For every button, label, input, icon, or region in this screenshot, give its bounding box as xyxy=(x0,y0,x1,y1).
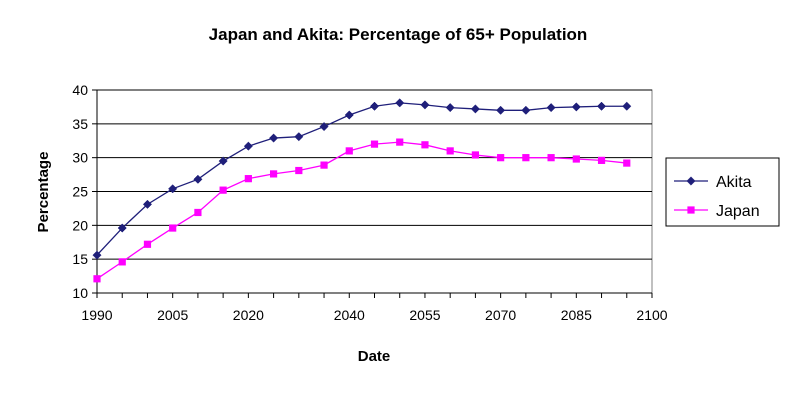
y-axis-ticks: 10 15 20 25 30 35 40 xyxy=(72,82,98,301)
x-tick-label: 2085 xyxy=(561,307,592,323)
data-point-japan xyxy=(547,154,555,162)
y-tick-label: 25 xyxy=(72,184,88,200)
data-point-akita xyxy=(319,121,329,132)
data-point-japan xyxy=(471,151,480,159)
data-point-japan xyxy=(522,154,530,162)
plot-area: 10 15 20 25 30 35 40 1990 2005 2020 2040 2055 2070 2… xyxy=(72,82,667,323)
y-tick-label: 40 xyxy=(72,82,88,98)
y-tick-label: 30 xyxy=(72,150,88,166)
series-line-akita xyxy=(96,102,627,256)
data-point-japan xyxy=(446,147,454,155)
x-tick-label: 2040 xyxy=(334,307,365,323)
x-axis-label: Date xyxy=(358,348,391,365)
x-tick-label: 2055 xyxy=(409,307,440,323)
x-tick-label: 2070 xyxy=(485,307,516,323)
data-point-akita xyxy=(218,156,228,166)
legend-items: Akita Japan xyxy=(674,174,760,220)
data-point-japan xyxy=(295,166,303,175)
legend-marker-japan xyxy=(687,206,695,214)
legend-box xyxy=(665,157,780,227)
x-tick-label: 2100 xyxy=(636,307,667,323)
legend-label: Japan xyxy=(716,203,760,220)
data-point-japan xyxy=(194,208,202,217)
x-axis-ticks: 1990 2005 2020 2040 2055 2070 2085 2100 xyxy=(81,292,668,323)
data-point-akita xyxy=(596,101,607,111)
data-point-japan xyxy=(244,175,252,183)
data-point-japan xyxy=(93,275,101,283)
data-point-japan xyxy=(143,240,152,248)
data-point-akita xyxy=(269,133,279,143)
data-point-akita xyxy=(521,105,531,115)
data-point-japan xyxy=(572,155,580,163)
data-point-japan xyxy=(118,258,126,266)
data-point-akita xyxy=(445,103,455,113)
data-point-akita xyxy=(193,174,203,184)
data-point-japan xyxy=(370,140,379,148)
data-point-japan xyxy=(320,161,328,169)
x-tick-label: 2020 xyxy=(233,307,264,323)
data-point-akita xyxy=(92,250,102,260)
data-point-japan xyxy=(269,170,278,178)
data-point-akita xyxy=(496,105,506,115)
data-point-japan xyxy=(345,147,353,155)
legend-label: Akita xyxy=(716,174,752,191)
data-point-akita xyxy=(142,199,153,209)
y-tick-label: 20 xyxy=(72,217,88,233)
data-point-japan xyxy=(396,138,404,146)
data-point-akita xyxy=(344,110,354,120)
data-point-akita xyxy=(294,132,304,142)
data-point-akita xyxy=(622,101,632,111)
y-tick-label: 15 xyxy=(72,251,88,267)
data-point-akita xyxy=(395,98,405,108)
series-line-japan xyxy=(96,141,627,280)
data-point-japan xyxy=(169,224,177,232)
x-tick-label: 2005 xyxy=(157,307,188,323)
series-japan xyxy=(93,138,631,283)
legend-item-akita: Akita xyxy=(674,174,752,191)
data-point-japan xyxy=(623,159,631,167)
data-point-japan xyxy=(421,141,429,149)
data-point-japan xyxy=(219,186,227,194)
data-point-akita xyxy=(369,101,380,111)
chart-title: Japan and Akita: Percentage of 65+ Popul… xyxy=(209,25,588,44)
data-point-akita xyxy=(243,141,253,151)
data-point-japan xyxy=(497,154,505,162)
data-point-akita xyxy=(470,104,480,114)
series-akita xyxy=(92,98,632,260)
legend-marker-akita xyxy=(686,176,696,186)
y-tick-label: 10 xyxy=(72,285,88,301)
series-layer xyxy=(92,98,632,283)
x-tick-label: 1990 xyxy=(81,307,112,323)
legend-item-japan: Japan xyxy=(674,203,760,220)
data-point-akita xyxy=(117,223,127,233)
data-point-akita xyxy=(420,100,430,110)
data-point-akita xyxy=(168,184,178,194)
y-tick-label: 35 xyxy=(72,116,88,132)
data-point-japan xyxy=(597,156,606,164)
y-axis-label: Percentage xyxy=(35,152,52,233)
data-point-akita xyxy=(546,103,556,113)
grid-lines xyxy=(97,89,652,260)
data-point-akita xyxy=(571,102,581,112)
legend: Akita Japan xyxy=(665,157,780,227)
